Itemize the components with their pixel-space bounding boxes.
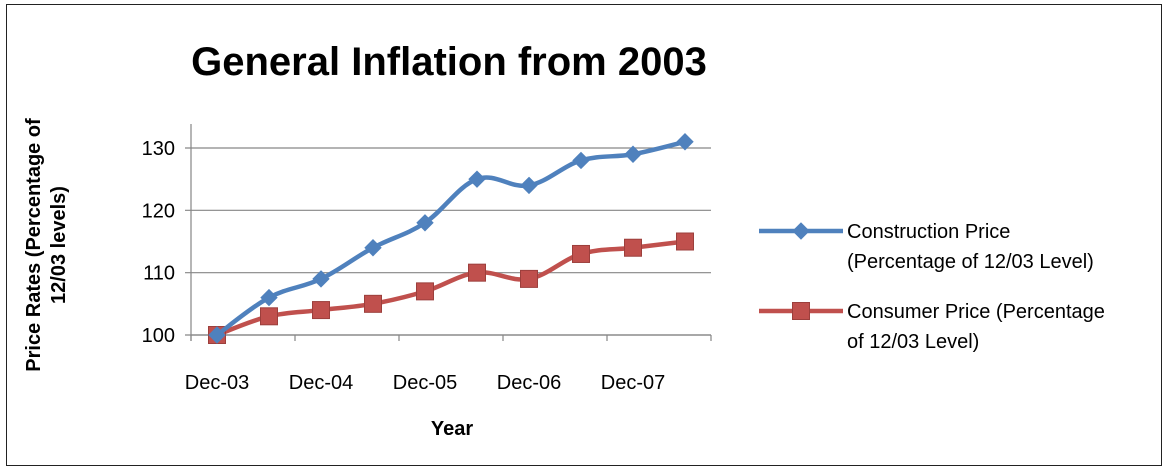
consumer-price-point [312,301,330,320]
line-chart: General Inflation from 2003 100 110 120 130… [23,40,1105,440]
x-tick-label: Dec-05 [393,372,457,394]
construction-price-point [676,133,694,151]
y-axis-title: Price Rates (Percentage of 12/03 levels) [23,118,70,372]
consumer-price-point [624,238,642,257]
x-tick-label: Dec-04 [289,372,353,394]
construction-price-point [312,270,330,288]
y-axis-title-line: 12/03 levels) [48,186,70,304]
construction-price-point [572,151,590,170]
y-tick-label: 100 [142,325,175,347]
legend-label: (Percentage of 12/03 Level) [847,251,1094,273]
y-tick-label: 110 [143,263,175,285]
construction-price-line [214,139,688,338]
legend-label: Construction Price [847,221,1010,243]
construction-price-point [208,326,226,344]
construction-price-point [364,239,382,257]
construction-price-series [208,133,694,344]
consumer-price-point [364,294,382,313]
x-tick-labels: Dec-03 Dec-04 Dec-05 Dec-06 Dec-07 [185,372,665,394]
legend: Construction Price (Percentage of 12/03 L… [759,221,1105,353]
x-tick-label: Dec-03 [185,372,249,394]
axes [190,124,712,341]
legend-label: Consumer Price (Percentage [847,301,1105,323]
consumer-price-point [468,263,486,282]
consumer-price-point [676,232,694,251]
y-tick-labels: 100 110 120 130 [142,138,175,347]
construction-price-point [520,176,538,195]
construction-price-point [468,170,486,188]
legend-swatch-marker [792,302,810,320]
series [208,133,694,344]
x-tick-label: Dec-07 [601,372,665,394]
construction-price-point [624,145,642,163]
x-axis-title: Year [431,418,473,440]
y-axis-title-line: Price Rates (Percentage of [23,118,45,372]
consumer-price-line [214,239,688,338]
legend-item-consumer-price: Consumer Price (Percentage of 12/03 Level… [759,301,1105,353]
chart-frame: General Inflation from 2003 100 110 120 130… [6,4,1162,466]
construction-price-point [416,214,434,232]
x-tick-label: Dec-06 [497,372,561,394]
consumer-price-series [208,232,694,344]
legend-label: of 12/03 Level) [847,331,979,353]
chart-title: General Inflation from 2003 [191,40,707,84]
consumer-price-point [416,282,434,301]
y-tick-label: 130 [142,138,175,160]
consumer-price-point [572,244,590,263]
consumer-price-point [520,269,538,288]
consumer-price-point [260,307,278,326]
legend-swatch-marker [792,222,810,240]
y-tick-label: 120 [142,200,175,222]
legend-item-construction-price: Construction Price (Percentage of 12/03 L… [759,221,1094,273]
construction-price-point [260,288,278,307]
